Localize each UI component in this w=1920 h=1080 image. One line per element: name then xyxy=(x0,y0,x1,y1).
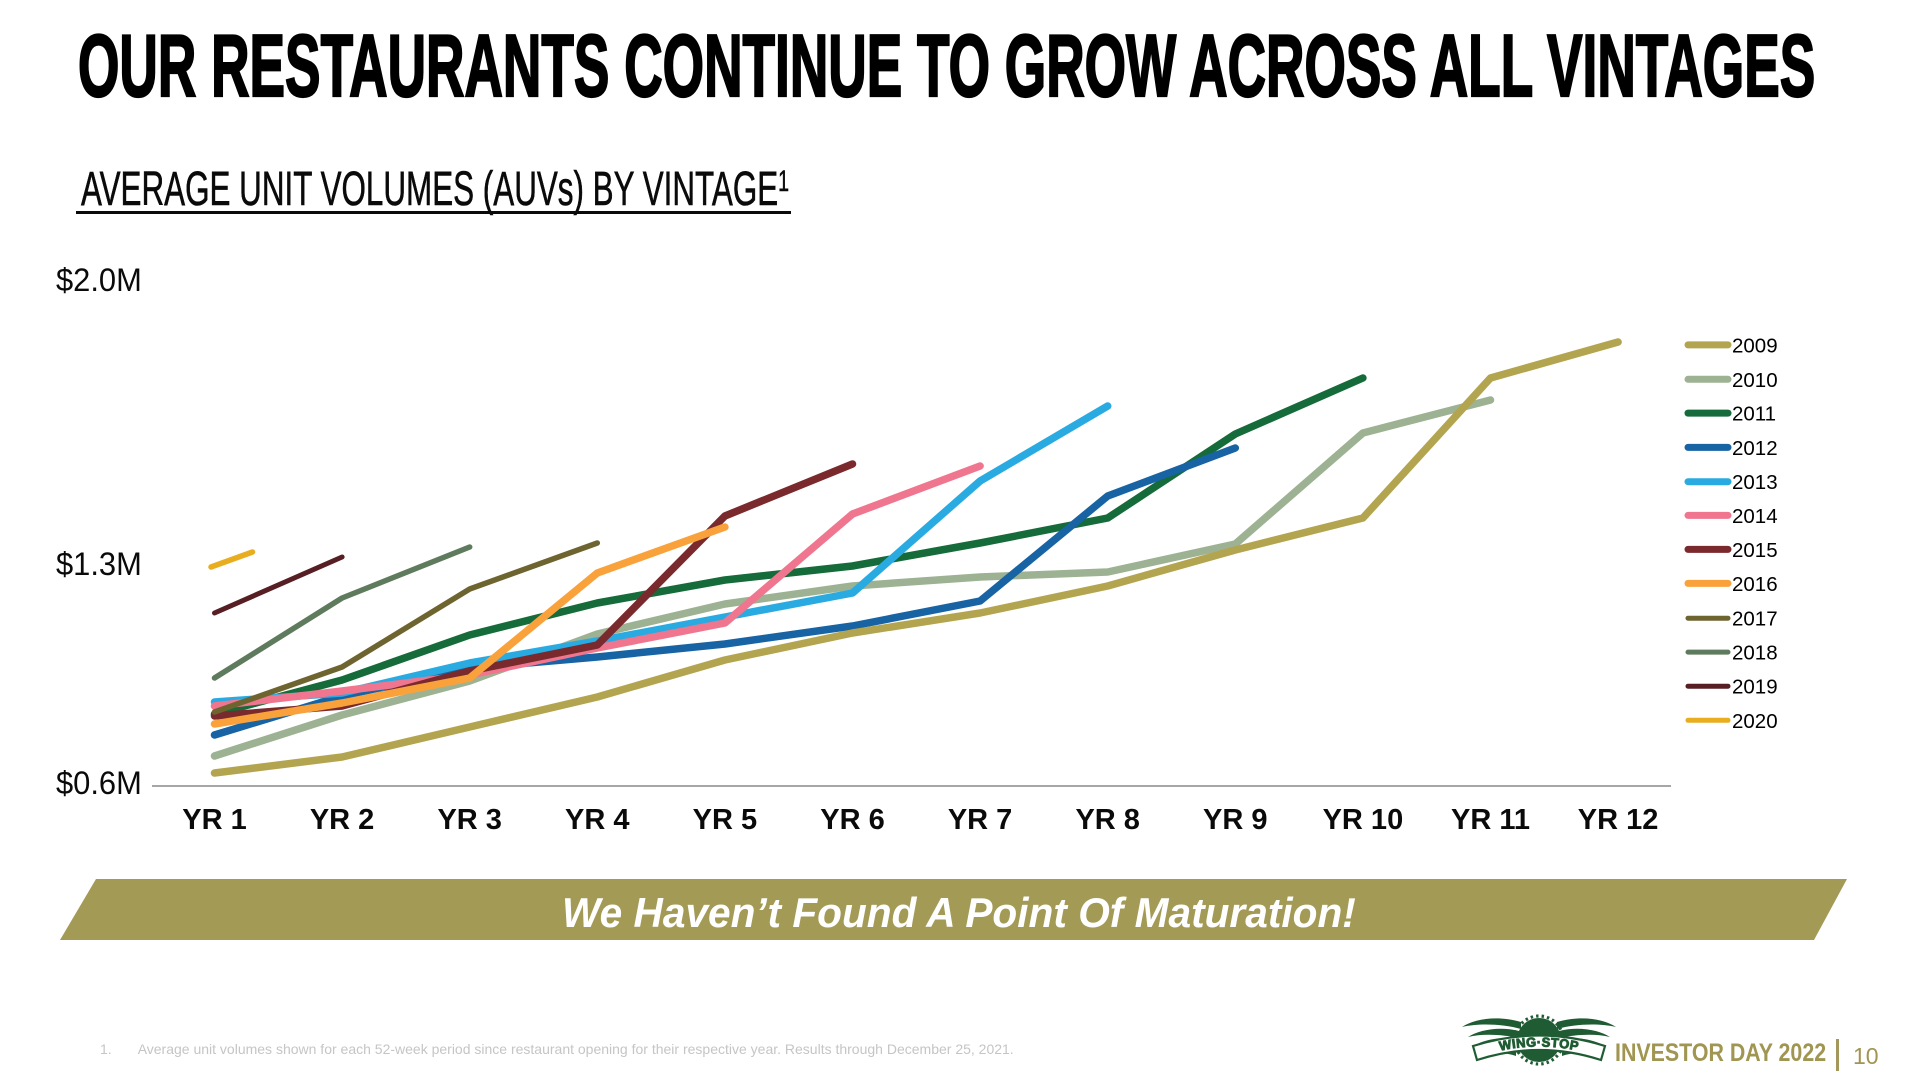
svg-text:YR 10: YR 10 xyxy=(1323,804,1404,836)
svg-text:2009: 2009 xyxy=(1732,334,1778,357)
svg-text:2019: 2019 xyxy=(1732,676,1778,699)
svg-text:2012: 2012 xyxy=(1732,437,1778,460)
svg-text:2016: 2016 xyxy=(1732,573,1778,596)
svg-text:2013: 2013 xyxy=(1732,471,1778,494)
svg-text:YR 7: YR 7 xyxy=(948,804,1012,836)
svg-text:2020: 2020 xyxy=(1732,710,1778,733)
svg-text:2010: 2010 xyxy=(1732,369,1778,392)
svg-text:YR 4: YR 4 xyxy=(565,804,629,836)
svg-text:YR 11: YR 11 xyxy=(1451,804,1530,836)
svg-text:2018: 2018 xyxy=(1732,642,1778,665)
svg-text:YR 5: YR 5 xyxy=(693,804,757,836)
svg-text:YR 8: YR 8 xyxy=(1075,804,1139,836)
svg-text:2014: 2014 xyxy=(1732,505,1778,528)
svg-text:2011: 2011 xyxy=(1732,403,1776,426)
svg-text:YR 3: YR 3 xyxy=(437,804,501,836)
svg-text:YR 12: YR 12 xyxy=(1578,804,1659,836)
svg-text:YR 6: YR 6 xyxy=(820,804,884,836)
svg-text:YR 2: YR 2 xyxy=(310,804,374,836)
svg-text:YR 9: YR 9 xyxy=(1203,804,1267,836)
svg-text:2015: 2015 xyxy=(1732,539,1778,562)
svg-text:2017: 2017 xyxy=(1732,608,1778,631)
svg-text:YR 1: YR 1 xyxy=(182,804,246,836)
